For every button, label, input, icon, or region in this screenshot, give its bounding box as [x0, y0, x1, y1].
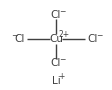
Text: Cl: Cl [51, 58, 61, 68]
Text: Li: Li [52, 76, 60, 86]
Text: Cl: Cl [87, 34, 98, 44]
Text: Cl: Cl [14, 34, 25, 44]
Text: −: − [60, 7, 66, 16]
Text: +: + [58, 72, 64, 81]
Text: Cu: Cu [49, 34, 63, 44]
Text: −: − [96, 31, 102, 40]
Text: 2+: 2+ [58, 30, 69, 39]
Text: −: − [11, 31, 17, 40]
Text: Cl: Cl [51, 10, 61, 20]
Text: −: − [60, 55, 66, 64]
